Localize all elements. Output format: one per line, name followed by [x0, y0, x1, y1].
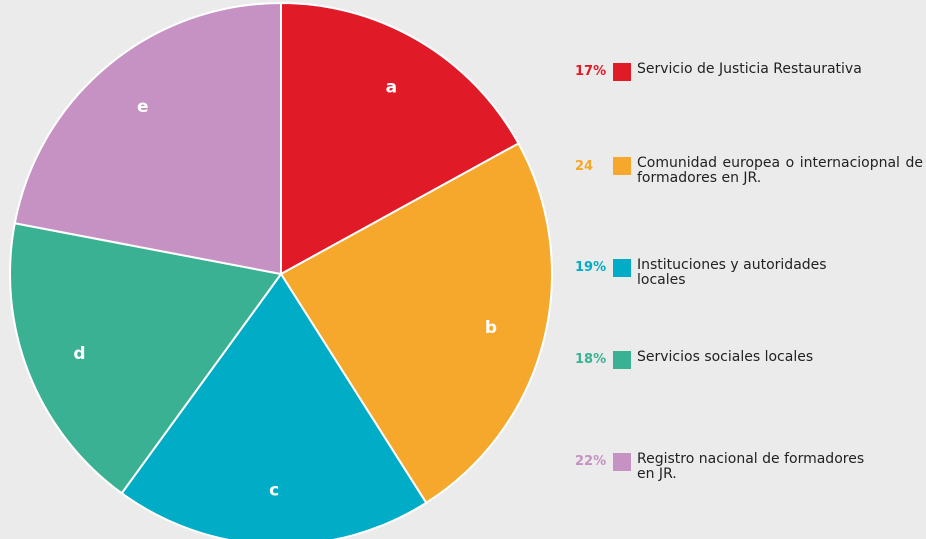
pie-slice	[13, 1, 282, 276]
legend-swatch	[613, 453, 631, 471]
legend-swatch	[613, 157, 631, 175]
slice-label: b	[485, 318, 497, 338]
legend-label: Comunidad europea o internaciopnal de fo…	[637, 155, 923, 186]
pie-slice	[280, 1, 520, 276]
legend-swatch	[613, 63, 631, 81]
legend-value: 17%	[575, 64, 607, 79]
legend-label: Servicios sociales locales	[637, 349, 814, 365]
legend-value: 22%	[575, 454, 607, 469]
legend-label: Servicio de Justicia Restaurativa	[637, 61, 862, 77]
slice-label: d	[73, 344, 85, 364]
legend-value: 24	[575, 159, 594, 174]
slice-label: a	[386, 77, 397, 97]
slice-label: e	[137, 97, 149, 117]
pie-slice	[279, 142, 553, 505]
legend-label: Instituciones y autoridades locales	[637, 257, 827, 288]
legend-swatch	[613, 351, 631, 369]
legend-value: 18%	[575, 352, 607, 367]
pie-slice	[120, 272, 428, 539]
legend-value: 19%	[575, 260, 607, 275]
legend-swatch	[613, 259, 631, 277]
pie-slice	[9, 222, 283, 495]
slice-label: c	[269, 481, 279, 501]
legend-label: Registro nacional de formadores en JR.	[637, 451, 865, 482]
